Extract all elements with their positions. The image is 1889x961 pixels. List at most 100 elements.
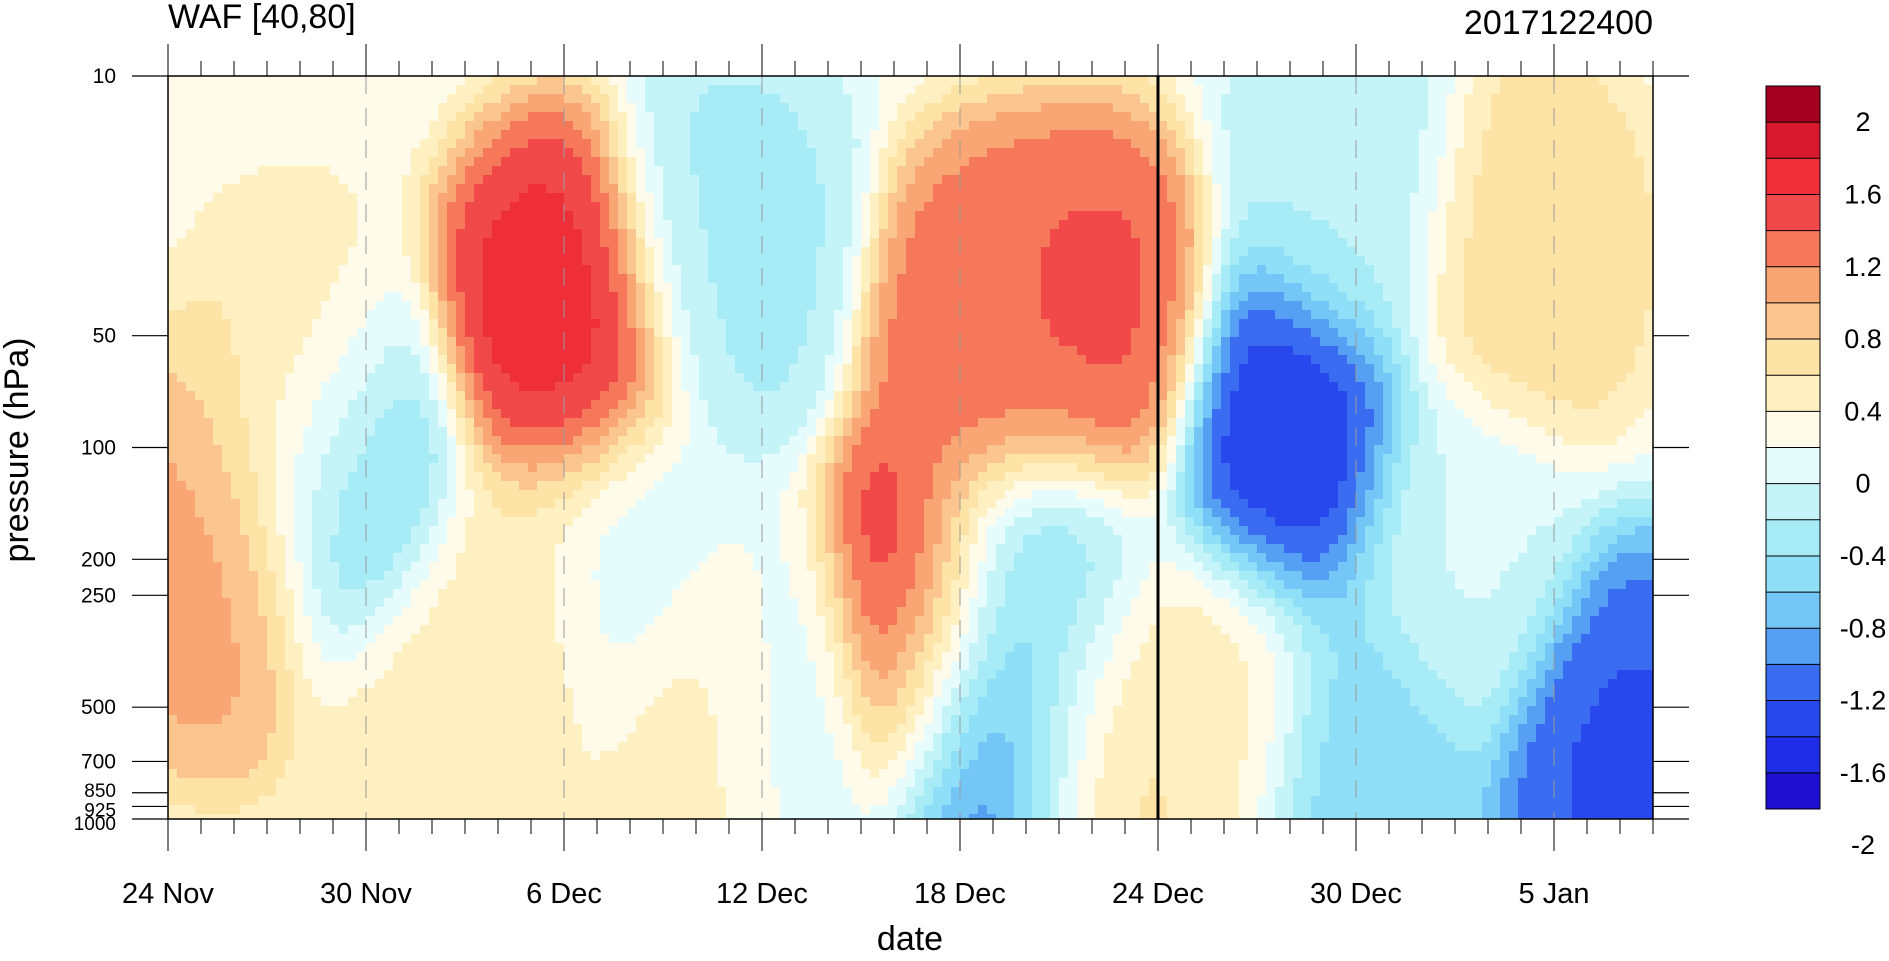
contour-cell	[1059, 94, 1069, 104]
contour-cell	[465, 148, 475, 158]
contour-cell	[1473, 292, 1483, 302]
contour-cell	[204, 220, 214, 230]
contour-cell	[1266, 211, 1276, 221]
contour-cell	[573, 301, 583, 311]
contour-cell	[186, 130, 196, 140]
contour-cell	[1464, 292, 1474, 302]
contour-cell	[915, 157, 925, 167]
contour-cell	[996, 238, 1006, 248]
contour-cell	[1023, 211, 1033, 221]
contour-cell	[393, 337, 403, 347]
contour-cell	[654, 274, 664, 284]
contour-cell	[861, 229, 871, 239]
contour-cell	[1293, 292, 1303, 302]
contour-cell	[582, 292, 592, 302]
contour-cell	[681, 247, 691, 257]
contour-cell	[402, 148, 412, 158]
contour-cell	[951, 202, 961, 212]
contour-cell	[951, 130, 961, 140]
contour-cell	[1338, 319, 1348, 329]
contour-cell	[258, 256, 268, 266]
contour-cell	[1401, 292, 1411, 302]
chart-date-label: 2017122400	[1464, 4, 1653, 42]
contour-cell	[807, 247, 817, 257]
contour-cell	[1581, 148, 1591, 158]
contour-cell	[717, 112, 727, 122]
contour-cell	[285, 265, 295, 275]
contour-cell	[204, 247, 214, 257]
contour-cell	[357, 301, 367, 311]
contour-cell	[1230, 238, 1240, 248]
contour-cell	[465, 184, 475, 194]
contour-cell	[1059, 148, 1069, 158]
contour-cell	[357, 193, 367, 203]
contour-cell	[1329, 121, 1339, 131]
contour-cell	[762, 310, 772, 320]
contour-cell	[1284, 283, 1294, 293]
contour-cell	[546, 85, 556, 95]
contour-cell	[915, 301, 925, 311]
contour-cell	[1176, 148, 1186, 158]
contour-cell	[1536, 310, 1546, 320]
contour-cell	[996, 202, 1006, 212]
contour-cell	[843, 76, 853, 86]
contour-cell	[1563, 184, 1573, 194]
contour-cell	[213, 202, 223, 212]
contour-cell	[1554, 328, 1564, 338]
contour-cell	[195, 238, 205, 248]
contour-cell	[1401, 337, 1411, 347]
contour-cell	[438, 274, 448, 284]
contour-cell	[1302, 292, 1312, 302]
contour-cell	[1248, 256, 1258, 266]
contour-cell	[492, 148, 502, 158]
contour-cell	[708, 247, 718, 257]
contour-cell	[564, 310, 574, 320]
contour-cell	[636, 202, 646, 212]
contour-cell	[1122, 229, 1132, 239]
contour-cell	[447, 346, 457, 356]
contour-cell	[825, 310, 835, 320]
contour-cell	[717, 121, 727, 131]
contour-cell	[321, 148, 331, 158]
contour-cell	[1509, 247, 1519, 257]
contour-cell	[1284, 274, 1294, 284]
contour-cell	[1545, 247, 1555, 257]
contour-cell	[636, 238, 646, 248]
contour-cell	[168, 211, 178, 221]
contour-cell	[735, 301, 745, 311]
contour-cell	[1230, 103, 1240, 113]
contour-cell	[699, 283, 709, 293]
contour-cell	[483, 103, 493, 113]
contour-cell	[987, 220, 997, 230]
contour-cell	[789, 256, 799, 266]
contour-cell	[1635, 274, 1645, 284]
contour-cell	[1527, 103, 1537, 113]
contour-cell	[627, 166, 637, 176]
contour-cell	[402, 247, 412, 257]
contour-cell	[663, 130, 673, 140]
contour-cell	[1149, 283, 1159, 293]
contour-cell	[1356, 319, 1366, 329]
contour-cell	[330, 274, 340, 284]
contour-cell	[402, 265, 412, 275]
contour-cell	[1608, 202, 1618, 212]
contour-cell	[1131, 292, 1141, 302]
contour-cell	[1185, 202, 1195, 212]
contour-cell	[1644, 175, 1653, 185]
contour-cell	[1041, 211, 1051, 221]
contour-cell	[573, 202, 583, 212]
contour-cell	[1482, 247, 1492, 257]
contour-cell	[996, 193, 1006, 203]
contour-cell	[1383, 157, 1393, 167]
contour-cell	[447, 265, 457, 275]
contour-cell	[231, 220, 241, 230]
contour-cell	[645, 256, 655, 266]
contour-cell	[1563, 148, 1573, 158]
contour-cell	[573, 256, 583, 266]
contour-cell	[1635, 319, 1645, 329]
contour-cell	[1491, 283, 1501, 293]
contour-cell	[1068, 310, 1078, 320]
contour-cell	[1050, 238, 1060, 248]
contour-cell	[555, 238, 565, 248]
contour-cell	[1410, 256, 1420, 266]
